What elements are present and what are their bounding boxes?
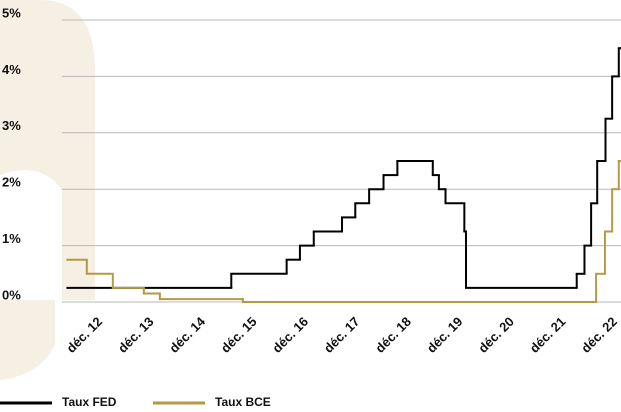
y-tick-label: 1% xyxy=(2,231,21,246)
x-tick-label: déc. 14 xyxy=(166,313,208,355)
x-tick-label: déc. 16 xyxy=(269,314,311,356)
x-tick-label: déc. 15 xyxy=(218,314,260,356)
x-tick-label: déc. 18 xyxy=(372,314,414,356)
legend-label: Taux FED xyxy=(62,395,117,409)
x-tick-label: déc. 17 xyxy=(321,314,363,356)
y-tick-label: 2% xyxy=(2,175,21,190)
background-shape xyxy=(0,300,55,380)
background-shape xyxy=(0,0,95,300)
x-tick-label: déc. 21 xyxy=(527,314,569,356)
x-tick-label: déc. 13 xyxy=(115,314,157,356)
y-tick-label: 4% xyxy=(2,62,21,77)
chart: 0% 1% 2% 3% 4% 5% déc. 12déc. 13déc. 14déc. 15… xyxy=(0,0,621,412)
y-tick-label: 5% xyxy=(2,5,21,20)
y-tick-label: 0% xyxy=(2,287,21,302)
y-tick-label: 3% xyxy=(2,118,21,133)
x-tick-label: déc. 22 xyxy=(578,314,620,356)
x-tick-label: déc. 19 xyxy=(424,314,466,356)
x-tick-label: déc. 20 xyxy=(475,314,517,356)
x-tick-label: déc. 12 xyxy=(63,314,105,356)
legend-label: Taux BCE xyxy=(215,395,271,409)
